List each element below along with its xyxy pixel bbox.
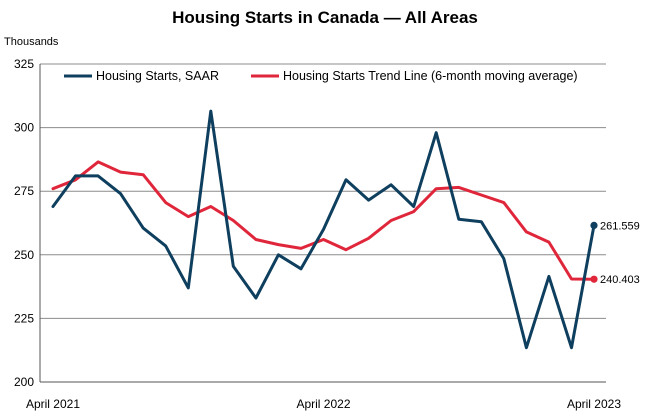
legend: Housing Starts, SAAR Housing Starts Trend… <box>64 69 578 83</box>
y-tick-300: 300 <box>14 121 34 135</box>
end-marker-saar <box>590 221 598 229</box>
end-value-label: 261.559 <box>600 220 640 232</box>
end-value-label: 240.403 <box>600 274 640 286</box>
end-marker-trend <box>590 275 598 283</box>
legend-label-0: Housing Starts, SAAR <box>96 69 219 83</box>
x-tick-label: April 2022 <box>296 397 350 411</box>
y-tick-250: 250 <box>14 248 34 262</box>
chart-title: Housing Starts in Canada — All Areas <box>172 8 478 27</box>
legend-label-1: Housing Starts Trend Line (6-month movin… <box>283 69 578 83</box>
x-tick-label: April 2023 <box>567 397 621 411</box>
x-tick-label: April 2021 <box>26 397 80 411</box>
y-tick-200: 200 <box>14 375 34 389</box>
series-line-trend <box>51 160 596 281</box>
y-tick-275: 275 <box>14 184 34 198</box>
y-axis-unit-label: Thousands <box>4 36 59 48</box>
y-tick-225: 225 <box>14 311 34 325</box>
y-tick-325: 325 <box>14 57 34 71</box>
gridlines <box>39 63 606 383</box>
x-tick-labels: April 2021 April 2022 April 2023 <box>26 397 621 411</box>
series-line-saar <box>51 109 596 350</box>
series-lines <box>51 109 596 350</box>
end-markers: 240.403 261.559 <box>590 220 640 286</box>
y-tick-labels: 200 225 250 275 300 325 <box>14 57 34 389</box>
